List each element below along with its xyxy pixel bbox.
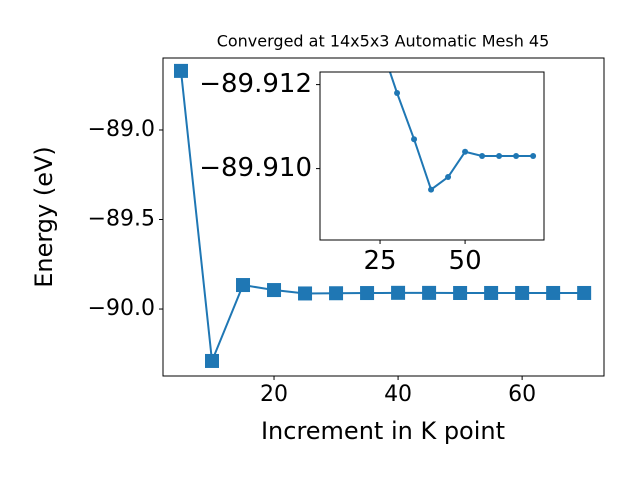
y-tick-label: −89.910 (199, 153, 312, 183)
y-tick-label: −89.912 (199, 69, 312, 99)
x-tick-label: 25 (363, 246, 396, 276)
data-marker (236, 278, 251, 293)
x-tick-label: 20 (260, 382, 288, 407)
data-marker (391, 285, 406, 300)
data-marker (445, 174, 452, 180)
data-marker (360, 286, 375, 301)
data-marker (329, 286, 344, 301)
y-tick-label: −89.0 (88, 117, 155, 142)
y-tick-label: −90.0 (88, 296, 155, 321)
data-marker (173, 63, 188, 78)
x-axis-label: Increment in K point (261, 417, 505, 445)
data-line (388, 72, 534, 192)
data-marker (462, 148, 469, 155)
axes-frame (162, 57, 605, 377)
data-marker (411, 136, 418, 143)
data-marker (394, 90, 401, 96)
data-marker (496, 153, 503, 159)
data-marker (577, 285, 592, 300)
x-tick-label: 50 (449, 246, 482, 276)
plot-content (388, 72, 537, 193)
axes-frame (319, 71, 545, 241)
y-tick-label: −89.5 (88, 207, 155, 232)
data-marker (267, 283, 282, 298)
chart-title: Converged at 14x5x3 Automatic Mesh 45 (217, 32, 550, 51)
data-marker (479, 153, 486, 159)
data-marker (205, 353, 219, 368)
x-tick-label: 60 (508, 382, 536, 407)
data-marker (530, 153, 537, 159)
x-tick-label: 40 (384, 382, 412, 407)
data-marker (546, 285, 561, 300)
data-marker (513, 153, 520, 159)
y-axis-label: Energy (eV) (30, 146, 58, 288)
data-marker (422, 285, 437, 300)
data-marker (453, 285, 468, 300)
plot-content (173, 63, 592, 368)
data-marker (428, 186, 435, 193)
data-marker (515, 285, 530, 300)
data-marker (298, 286, 313, 301)
data-marker (484, 285, 499, 300)
